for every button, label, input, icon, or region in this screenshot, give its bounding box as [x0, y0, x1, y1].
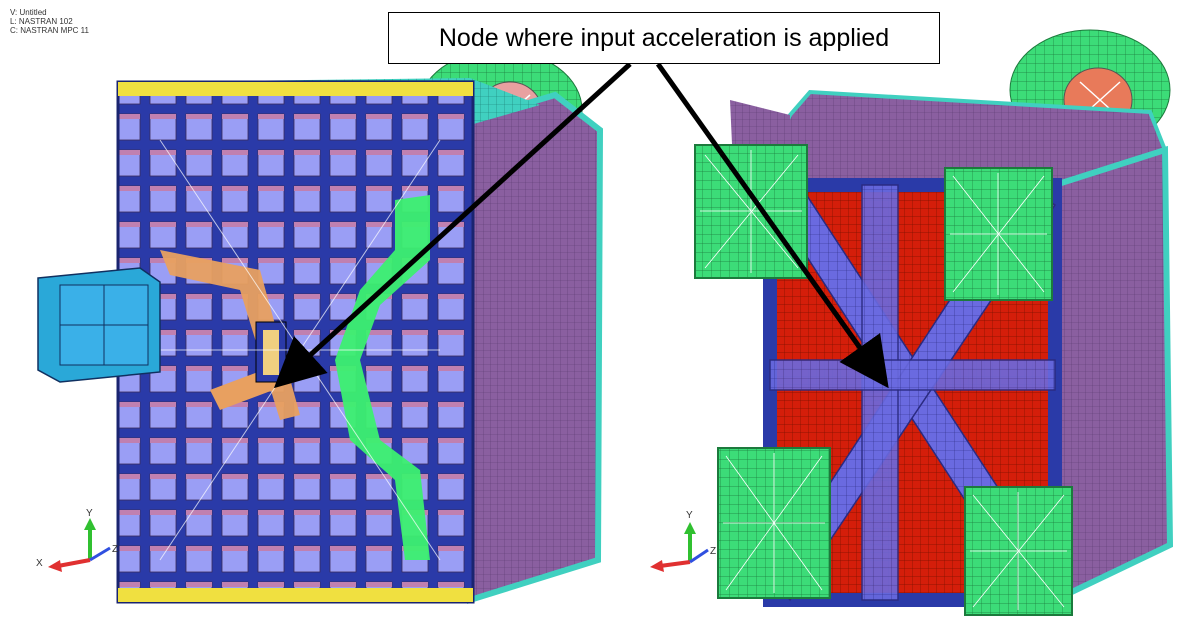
callout-text: Node where input acceleration is applied — [438, 23, 890, 52]
left-axis-z-label: Z — [112, 544, 118, 555]
arrow-to-left-node — [273, 62, 632, 389]
right-axis-triad: Y Z — [650, 510, 716, 572]
left-satellite-model: Y X Z — [36, 49, 604, 605]
left-top-trim — [118, 82, 473, 96]
callout-box: Node where input acceleration is applied — [388, 12, 940, 64]
load-case-label: L: NASTRAN 102 — [10, 17, 73, 26]
constraint-label: C: NASTRAN MPC 11 — [10, 26, 89, 35]
left-blue-box-module — [37, 267, 161, 383]
arrow-to-right-node — [655, 62, 889, 389]
right-axis-y-label: Y — [686, 510, 693, 521]
right-axis-z-label: Z — [710, 546, 716, 557]
left-axis-y-label: Y — [86, 508, 93, 519]
left-green-brace — [335, 195, 430, 560]
left-orange-brace — [160, 250, 300, 420]
view-name-label: V: Untitled — [10, 8, 47, 17]
model-info-header: V: Untitled L: NASTRAN 102 C: NASTRAN MP… — [10, 8, 89, 35]
right-green-pads — [694, 144, 1073, 616]
left-axis-x-label: X — [36, 558, 43, 569]
right-satellite-model: Y Z — [650, 29, 1174, 616]
callout-arrows — [273, 62, 889, 389]
left-axis-triad: Y X Z — [36, 508, 118, 572]
left-side-panel — [451, 91, 604, 605]
left-bottom-trim — [118, 588, 473, 602]
